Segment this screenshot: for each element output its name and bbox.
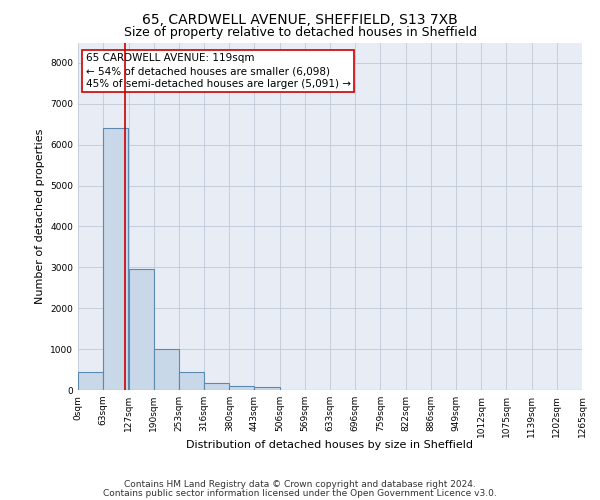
- Bar: [78, 372, 103, 390]
- Bar: [154, 349, 179, 390]
- Bar: [204, 382, 229, 390]
- Bar: [229, 386, 254, 390]
- Text: 65, CARDWELL AVENUE, SHEFFIELD, S13 7XB: 65, CARDWELL AVENUE, SHEFFIELD, S13 7XB: [142, 12, 458, 26]
- Bar: [179, 372, 204, 390]
- X-axis label: Distribution of detached houses by size in Sheffield: Distribution of detached houses by size …: [187, 440, 473, 450]
- Text: Size of property relative to detached houses in Sheffield: Size of property relative to detached ho…: [124, 26, 476, 39]
- Y-axis label: Number of detached properties: Number of detached properties: [35, 128, 44, 304]
- Text: Contains HM Land Registry data © Crown copyright and database right 2024.: Contains HM Land Registry data © Crown c…: [124, 480, 476, 489]
- Bar: [103, 128, 128, 390]
- Bar: [254, 386, 280, 390]
- Bar: [128, 270, 154, 390]
- Text: 65 CARDWELL AVENUE: 119sqm
← 54% of detached houses are smaller (6,098)
45% of s: 65 CARDWELL AVENUE: 119sqm ← 54% of deta…: [86, 53, 350, 90]
- Text: Contains public sector information licensed under the Open Government Licence v3: Contains public sector information licen…: [103, 490, 497, 498]
